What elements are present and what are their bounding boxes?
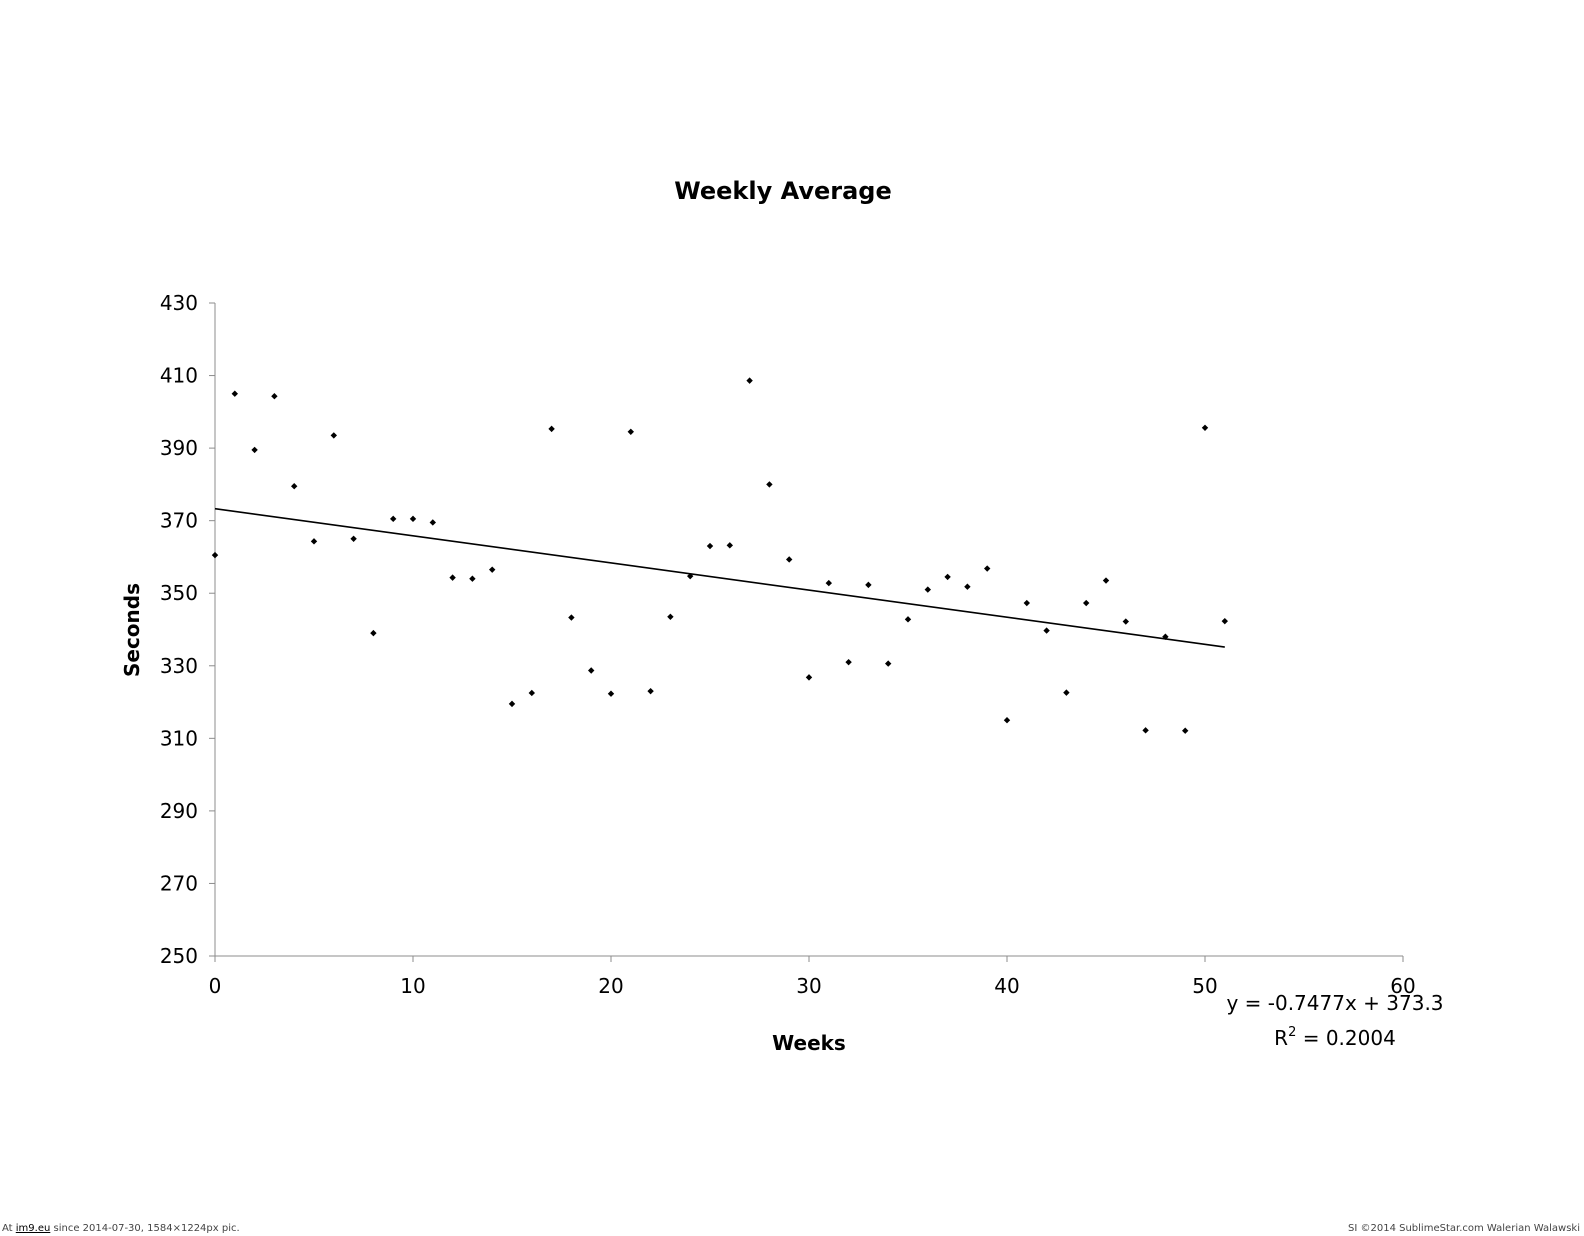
data-point [706, 542, 714, 550]
y-tick-label: 250 [160, 944, 198, 968]
data-point [786, 556, 793, 563]
data-point [904, 616, 912, 623]
data-point [528, 689, 535, 697]
data-point [1162, 633, 1169, 640]
data-point [687, 572, 694, 580]
data-point [1003, 716, 1011, 724]
footer-left: At im9.eu since 2014-07-30, 1584×1224px … [2, 1223, 240, 1234]
y-tick-label: 430 [160, 291, 198, 315]
data-point [726, 542, 733, 549]
axes [214, 303, 1403, 957]
trendline [214, 507, 1225, 648]
y-tick-label: 270 [160, 871, 198, 895]
y-tick-label: 410 [160, 364, 198, 388]
data-point [647, 687, 654, 695]
x-tick-label: 50 [1192, 974, 1217, 998]
data-point [607, 690, 615, 697]
y-tick-label: 390 [160, 436, 198, 460]
data-point [944, 573, 951, 581]
data-point [805, 674, 813, 681]
data-point [1023, 599, 1030, 607]
data-point [667, 613, 674, 621]
r-squared-value: = 0.2004 [1296, 1026, 1395, 1050]
r-squared-exponent: 2 [1288, 1025, 1296, 1040]
data-point [310, 538, 318, 545]
data-point [627, 428, 634, 435]
data-point [568, 614, 575, 621]
data-point [350, 535, 357, 543]
y-tick-label: 310 [160, 726, 198, 750]
data-point [825, 579, 832, 587]
footer-link[interactable]: im9.eu [15, 1223, 51, 1234]
data-point [588, 667, 595, 674]
data-point [291, 483, 298, 490]
footer-left-suffix: since 2014-07-30, 1584×1224px pic. [50, 1223, 240, 1234]
x-axis-ticks: 0 10 20 30 40 50 60 [209, 956, 1416, 998]
trendline-equation: y = -0.7477x + 373.3 [1226, 991, 1443, 1015]
data-point [330, 432, 337, 439]
data-point [251, 446, 258, 454]
data-point [390, 515, 397, 523]
data-point [885, 660, 892, 667]
data-point [231, 390, 238, 397]
data-point [1043, 627, 1050, 634]
data-point [469, 575, 476, 582]
x-axis-label: Weeks [772, 1031, 846, 1055]
data-point [508, 700, 516, 708]
y-axis-label: Seconds [120, 583, 144, 677]
x-tick-label: 40 [994, 974, 1019, 998]
r-squared-prefix: R [1274, 1026, 1288, 1050]
r-squared-label: R2 = 0.2004 [1274, 1025, 1396, 1050]
data-point [746, 377, 753, 384]
data-point [548, 425, 555, 433]
data-point [211, 551, 219, 559]
y-tick-label: 370 [160, 509, 198, 533]
chart-title: Weekly Average [674, 177, 892, 205]
data-point [766, 481, 773, 488]
x-tick-label: 30 [796, 974, 821, 998]
data-point [1182, 727, 1189, 734]
data-points [211, 377, 1228, 734]
data-point [489, 566, 496, 573]
data-point [964, 583, 971, 590]
data-point [409, 515, 417, 523]
x-tick-label: 60 [1390, 974, 1415, 998]
data-point [984, 565, 991, 572]
data-point [1102, 577, 1110, 584]
data-point [449, 574, 456, 581]
data-point [1063, 689, 1070, 696]
data-point [429, 519, 436, 526]
data-point [370, 629, 377, 637]
y-tick-label: 330 [160, 654, 198, 678]
data-point [865, 581, 872, 589]
x-tick-label: 10 [400, 974, 425, 998]
data-point [1122, 618, 1129, 625]
data-point [924, 586, 931, 593]
y-tick-label: 290 [160, 799, 198, 823]
y-axis-ticks: 250 270 290 310 330 350 370 390 410 430 [160, 291, 215, 968]
data-point [1142, 727, 1149, 734]
y-tick-label: 350 [160, 581, 198, 605]
x-tick-label: 20 [598, 974, 623, 998]
data-point [1201, 424, 1209, 431]
data-point [1083, 599, 1090, 607]
data-point [845, 658, 852, 666]
data-point [1221, 617, 1228, 625]
x-tick-label: 0 [209, 974, 222, 998]
footer-right: SI ©2014 SublimeStar.com Walerian Walaws… [1348, 1223, 1580, 1234]
data-point [271, 393, 278, 400]
footer-left-prefix: At [2, 1223, 16, 1234]
